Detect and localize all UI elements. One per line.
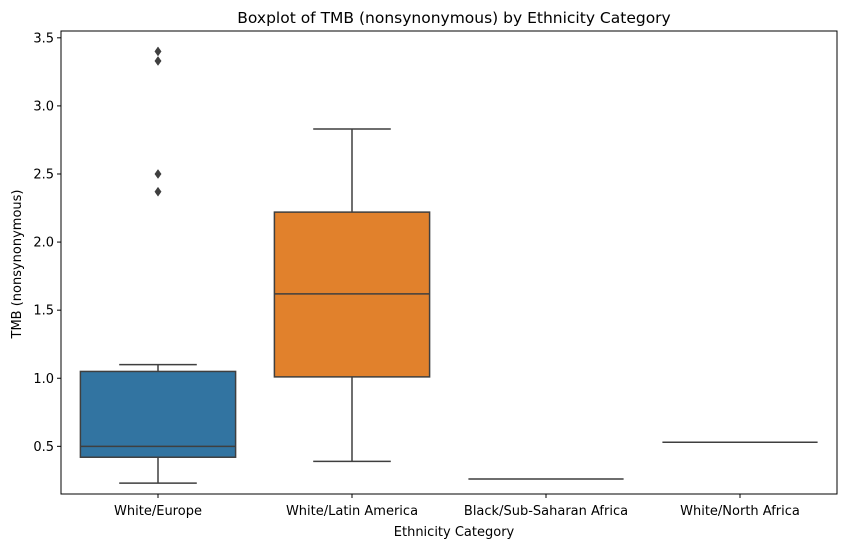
y-tick-label: 1.0 bbox=[33, 372, 54, 387]
outlier-point bbox=[154, 56, 162, 66]
y-tick-label: 3.5 bbox=[33, 31, 54, 46]
chart-title: Boxplot of TMB (nonsynonymous) by Ethnic… bbox=[237, 9, 670, 27]
plot-area: 0.5 1.0 1.5 2.0 2.5 3.0 3.5 White/Europe White/L… bbox=[33, 30, 838, 519]
y-tick-label: 0.5 bbox=[33, 440, 54, 455]
x-tick-label: White/Europe bbox=[114, 504, 202, 519]
y-tick-label: 3.0 bbox=[33, 99, 54, 114]
outlier-point bbox=[154, 169, 162, 179]
plot-frame bbox=[60, 30, 838, 495]
x-axis-label: Ethnicity Category bbox=[394, 525, 515, 540]
outlier-point bbox=[154, 186, 162, 197]
x-tick-label: White/North Africa bbox=[680, 504, 800, 519]
y-axis-label: TMB (nonsynonymous) bbox=[10, 189, 25, 339]
y-tick-label: 1.5 bbox=[33, 304, 54, 319]
x-tick-label: White/Latin America bbox=[286, 504, 418, 519]
outlier-point bbox=[154, 46, 162, 57]
y-tick-label: 2.0 bbox=[33, 236, 54, 251]
y-tick-label: 2.5 bbox=[33, 167, 54, 182]
x-tick-label: Black/Sub-Saharan Africa bbox=[464, 504, 628, 519]
box-iqr bbox=[79, 370, 237, 458]
